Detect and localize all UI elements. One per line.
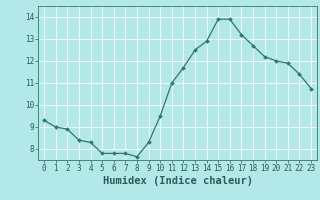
X-axis label: Humidex (Indice chaleur): Humidex (Indice chaleur) — [103, 176, 252, 186]
